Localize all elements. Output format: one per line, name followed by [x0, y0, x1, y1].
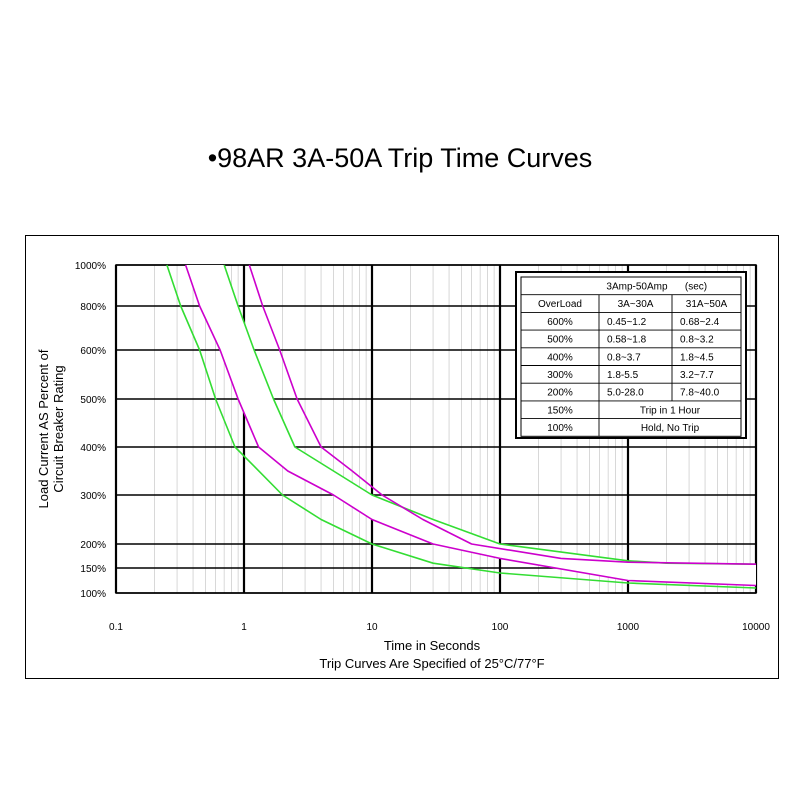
chart-subtitle: Trip Curves Are Specified of 25°C/77°F	[319, 656, 544, 671]
table-cell: 0.58~1.8	[607, 335, 647, 346]
table-outer-border	[515, 271, 747, 439]
table-column-header: OverLoad	[538, 299, 582, 310]
table-cell: 150%	[547, 405, 573, 416]
y-tick-label: 500%	[80, 395, 106, 406]
table-merged-cell: Hold, No Trip	[641, 423, 700, 434]
table-inner-border	[520, 276, 742, 437]
table-cell: 5.0-28.0	[607, 388, 644, 399]
table-cell: 7.8~40.0	[680, 388, 720, 399]
table-cell: 0.8~3.2	[680, 335, 714, 346]
x-tick-label: 1	[241, 622, 247, 633]
page-title: •98AR 3A-50A Trip Time Curves	[207, 143, 593, 173]
table-cell: 3.2~7.7	[680, 370, 714, 381]
x-axis-title: Time in Seconds	[384, 638, 481, 653]
x-tick-label: 100	[492, 622, 509, 633]
table-cell: 300%	[547, 370, 573, 381]
overload-table: 3Amp-50Amp (sec) OverLoad 3A~30A 31A~50A 600%…	[515, 271, 747, 439]
table-header: 3Amp-50Amp	[606, 282, 668, 293]
y-tick-label: 200%	[80, 540, 106, 551]
curve-magenta-2	[184, 264, 757, 587]
y-tick-label: 400%	[80, 443, 106, 454]
curve-green-3	[223, 264, 757, 565]
y-tick-label: 1000%	[75, 261, 106, 272]
table-cell: 200%	[547, 388, 573, 399]
y-tick-label: 100%	[80, 589, 106, 600]
table-column-header: 3A~30A	[618, 299, 654, 310]
table-column-header: 31A~50A	[686, 299, 728, 310]
table-merged-cell: Trip in 1 Hour	[640, 405, 701, 416]
y-tick-label: 300%	[80, 491, 106, 502]
table-cell: 400%	[547, 352, 573, 363]
table-cell: 600%	[547, 317, 573, 328]
curve-green-1	[166, 264, 757, 589]
table-cell: 0.45~1.2	[607, 317, 647, 328]
table-cell: 1.8-5.5	[607, 370, 639, 381]
plot-border	[115, 264, 757, 594]
table-cell: 0.8~3.7	[607, 352, 641, 363]
trip-time-chart: 0.1 1 10 100 1000 10000 100% 150% 200% 300% 400% 50…	[36, 261, 770, 671]
table-unit: (sec)	[685, 282, 707, 293]
curve-magenta-4	[248, 264, 757, 565]
y-axis-title-line: Load Current AS Percent of	[36, 349, 51, 508]
table-cell: 500%	[547, 335, 573, 346]
x-tick-label: 0.1	[109, 622, 123, 633]
chart-frame: 0.1 1 10 100 1000 10000 100% 150% 200% 300% 400% 50…	[25, 235, 779, 679]
y-tick-label: 800%	[80, 302, 106, 313]
x-tick-label: 10000	[742, 622, 770, 633]
y-tick-label: 150%	[80, 564, 106, 575]
table-cell: 100%	[547, 423, 573, 434]
x-tick-label: 1000	[617, 622, 640, 633]
table-cell: 0.68~2.4	[680, 317, 720, 328]
table-cell: 1.8~4.5	[680, 352, 714, 363]
x-tick-label: 10	[366, 622, 378, 633]
y-tick-label: 600%	[80, 346, 106, 357]
y-axis-title-line: Circuit Breaker Rating	[51, 365, 66, 492]
